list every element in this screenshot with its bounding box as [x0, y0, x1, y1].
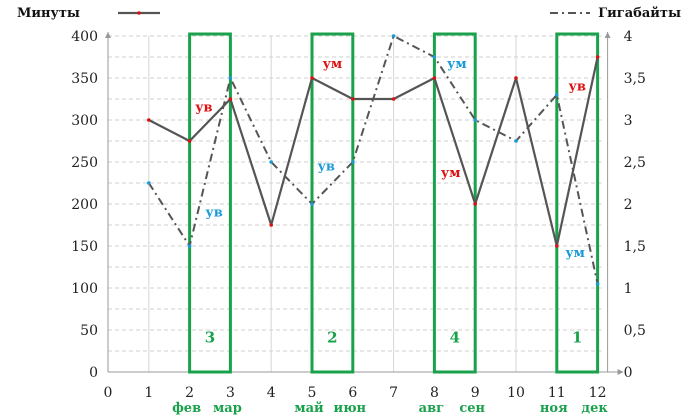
y-right-tick-label: 3	[624, 113, 633, 129]
data-point-minutes	[351, 97, 355, 101]
data-point-minutes	[147, 118, 151, 122]
annotation-label: ув	[195, 101, 212, 116]
highlight-box	[555, 32, 600, 374]
month-label: дек	[581, 401, 608, 416]
month-label: июн	[334, 401, 367, 416]
data-point-minutes	[228, 97, 233, 101]
data-point-minutes	[310, 76, 314, 80]
data-point-gigabytes	[187, 244, 192, 248]
y-right-tick-label: 2	[624, 197, 633, 213]
annotation-label: ув	[569, 80, 586, 95]
month-label: мар	[213, 401, 242, 416]
y-left-tick-label: 250	[71, 155, 98, 171]
x-tick-label: 5	[308, 385, 317, 401]
x-tick-label: 7	[389, 385, 398, 401]
y-left-tick-label: 300	[71, 113, 98, 129]
annotation-label: ум	[447, 57, 467, 72]
data-point-minutes	[555, 244, 559, 248]
y-right-tick-label: 1,5	[624, 239, 646, 255]
annotation-label: ув	[205, 206, 222, 221]
month-label: сен	[459, 401, 485, 416]
y-left-tick-label: 0	[89, 365, 98, 381]
annotation-label: ув	[318, 159, 335, 174]
x-tick-label: 8	[430, 385, 439, 401]
data-point-gigabytes	[147, 181, 151, 185]
x-tick-label: 12	[589, 385, 607, 401]
highlight-box	[310, 32, 355, 374]
highlight-box	[432, 32, 477, 374]
legend-label-minutes: Минуты	[17, 6, 80, 21]
x-tick-label: 11	[548, 385, 566, 401]
y-left-tick-label: 400	[71, 29, 98, 45]
data-point-gigabytes	[351, 160, 355, 164]
data-point-gigabytes	[514, 139, 518, 143]
grid-lines	[108, 35, 602, 372]
annotation-label: ум	[441, 166, 461, 181]
x-tick-label: 1	[144, 385, 153, 401]
data-point-minutes	[473, 202, 478, 206]
legend-label-gigabytes: Гигабайты	[598, 6, 681, 21]
y-left-tick-label: 350	[71, 71, 98, 87]
month-label: ноя	[540, 401, 568, 416]
month-labels: фев мар май июн авг сен ноя дек	[172, 401, 608, 416]
annotations: ув ув ум ув ум ум ув ум	[195, 57, 586, 261]
y-left-tick-label: 200	[71, 197, 98, 213]
data-point-gigabytes	[391, 34, 396, 38]
legend-marker-minutes	[137, 11, 141, 15]
y-left-tick-label: 50	[80, 323, 98, 339]
x-tick-label: 6	[348, 385, 357, 401]
data-point-minutes	[432, 76, 437, 80]
y-right-tick-label: 4	[624, 29, 633, 45]
annotation-label: ум	[323, 57, 343, 72]
annotation-label: ум	[565, 246, 585, 261]
month-label: фев	[172, 401, 201, 416]
y-left-tick-label: 100	[71, 281, 98, 297]
y-axis-right-arrow	[604, 32, 611, 38]
x-tick-label: 3	[226, 385, 235, 401]
y-right-tick-label: 3,5	[624, 71, 646, 87]
data-point-gigabytes	[595, 282, 600, 286]
highlight-box	[188, 32, 232, 374]
highlight-box-label: 1	[572, 329, 582, 347]
x-tick-label: 9	[471, 385, 480, 401]
data-point-minutes	[595, 55, 600, 59]
x-tick-label: 4	[267, 385, 276, 401]
highlight-box-label: 2	[327, 329, 337, 347]
data-point-minutes	[391, 97, 396, 101]
y-right-tick-label: 1	[624, 281, 633, 297]
data-point-gigabytes	[269, 160, 274, 164]
data-point-gigabytes	[473, 118, 478, 122]
y-left-tick-label: 150	[71, 239, 98, 255]
month-label: авг	[419, 401, 444, 416]
data-point-minutes	[514, 76, 518, 80]
x-tick-label: 0	[104, 385, 113, 401]
x-tick-label: 10	[507, 385, 525, 401]
series-lines	[147, 34, 600, 286]
x-axis-arrow	[617, 369, 624, 375]
highlight-box-label: 3	[205, 329, 215, 347]
legend: Минуты Гигабайты	[17, 6, 681, 21]
data-point-minutes	[187, 139, 192, 143]
highlight-box-label: 4	[450, 329, 460, 347]
tick-labels: 05010015020025030035040000,511,522,533,5…	[71, 29, 646, 401]
data-point-gigabytes	[432, 55, 437, 59]
y-right-tick-label: 0	[624, 365, 633, 381]
y-axis-left-arrow	[105, 32, 111, 38]
data-point-gigabytes	[310, 202, 314, 206]
data-point-minutes	[269, 223, 274, 227]
data-point-gigabytes	[555, 93, 559, 97]
y-right-tick-label: 0,5	[624, 323, 646, 339]
x-tick-label: 2	[185, 385, 194, 401]
data-point-gigabytes	[228, 76, 233, 80]
y-right-tick-label: 2,5	[624, 155, 646, 171]
month-label: май	[294, 401, 324, 416]
series-line-gigabytes	[147, 35, 599, 285]
